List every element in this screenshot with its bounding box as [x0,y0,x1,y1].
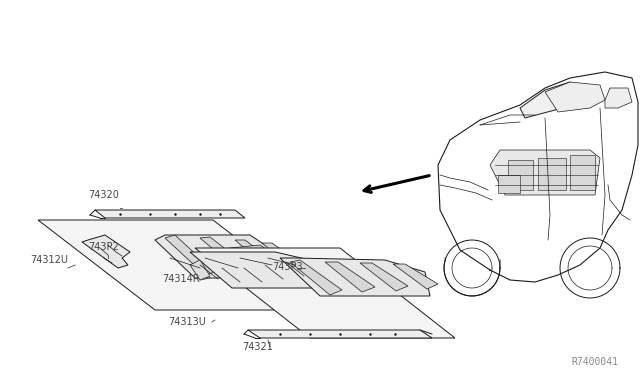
Polygon shape [280,258,430,296]
Polygon shape [248,330,432,338]
Polygon shape [262,243,305,270]
Polygon shape [498,175,520,193]
Polygon shape [195,248,455,338]
Polygon shape [210,245,290,270]
Text: 743P3: 743P3 [272,262,303,272]
Text: 74314R: 74314R [162,274,200,284]
Polygon shape [360,263,408,291]
Polygon shape [570,155,595,190]
Text: 74313U: 74313U [168,317,206,327]
Polygon shape [38,220,330,310]
Text: 74312U: 74312U [30,255,68,265]
Polygon shape [393,264,438,289]
Polygon shape [235,240,282,272]
Text: R7400041: R7400041 [571,357,618,367]
Polygon shape [605,88,632,108]
Text: 74321: 74321 [242,342,273,352]
Polygon shape [82,235,130,268]
Polygon shape [545,82,605,112]
Polygon shape [490,150,600,195]
Polygon shape [538,158,566,190]
Text: 743P2: 743P2 [88,242,119,252]
Polygon shape [155,235,310,278]
Polygon shape [190,260,210,280]
Polygon shape [508,160,533,190]
Polygon shape [325,262,375,292]
Polygon shape [165,235,215,275]
Polygon shape [200,237,250,272]
Text: 74320: 74320 [88,190,119,200]
Polygon shape [290,260,342,295]
Polygon shape [190,252,315,288]
Polygon shape [520,82,590,118]
Polygon shape [95,210,245,218]
